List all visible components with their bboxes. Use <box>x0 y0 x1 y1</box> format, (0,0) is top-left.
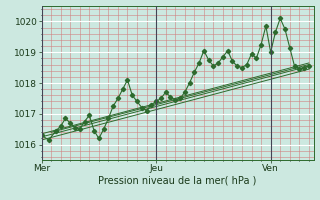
X-axis label: Pression niveau de la mer( hPa ): Pression niveau de la mer( hPa ) <box>99 176 257 186</box>
